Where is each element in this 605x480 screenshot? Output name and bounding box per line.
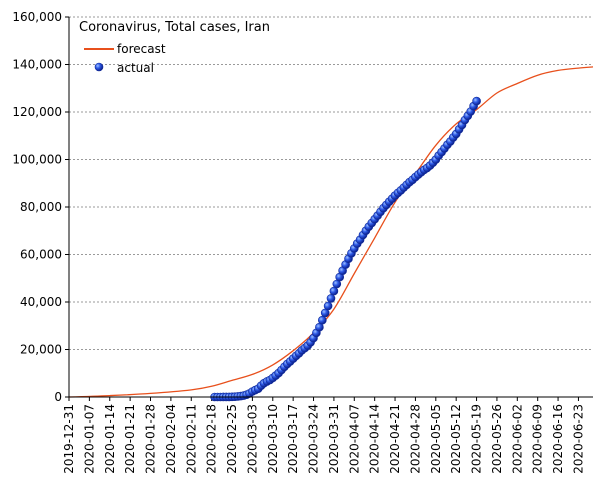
x-tick-label: 2020-02-18 bbox=[205, 404, 219, 474]
x-tick-label: 2020-04-21 bbox=[388, 404, 402, 474]
x-tick-label: 2020-04-14 bbox=[368, 404, 382, 474]
x-tick-label: 2020-01-07 bbox=[82, 404, 96, 474]
y-tick-label: 20,000 bbox=[20, 343, 62, 357]
actual-point bbox=[323, 301, 333, 311]
x-tick-label: 2020-03-31 bbox=[327, 404, 341, 474]
x-tick-label: 2020-04-28 bbox=[408, 404, 422, 474]
y-tick-label: 80,000 bbox=[20, 200, 62, 214]
legend-forecast-label: forecast bbox=[117, 42, 166, 56]
x-tick-label: 2020-05-05 bbox=[429, 404, 443, 474]
x-tick-label: 2020-02-11 bbox=[184, 404, 198, 474]
x-tick-label: 2020-02-04 bbox=[164, 404, 178, 474]
y-axis-ticks: 0 20,000 40,000 60,000 80,000 100,000 120,000 1… bbox=[12, 10, 69, 404]
x-tick-label: 2020-03-10 bbox=[266, 404, 280, 474]
x-tick-label: 2020-03-17 bbox=[286, 404, 300, 474]
y-tick-label: 160,000 bbox=[12, 10, 62, 24]
x-tick-label: 2019-12-31 bbox=[62, 404, 76, 474]
actual-point bbox=[326, 294, 336, 303]
x-tick-label: 2020-06-09 bbox=[531, 404, 545, 474]
y-tick-label: 60,000 bbox=[20, 248, 62, 262]
y-tick-label: 40,000 bbox=[20, 295, 62, 309]
actual-point bbox=[317, 315, 327, 325]
x-tick-label: 2020-04-07 bbox=[347, 404, 361, 474]
x-tick-label: 2020-01-21 bbox=[123, 404, 137, 474]
legend: forecast actual bbox=[84, 42, 166, 75]
legend-actual-swatch bbox=[94, 62, 104, 72]
plot-area bbox=[68, 66, 594, 402]
y-tick-label: 0 bbox=[54, 390, 62, 404]
x-tick-label: 2020-01-28 bbox=[144, 404, 158, 474]
x-tick-label: 2020-05-12 bbox=[449, 404, 463, 474]
x-tick-label: 2020-05-26 bbox=[490, 404, 504, 474]
x-tick-label: 2020-01-14 bbox=[103, 404, 117, 474]
legend-actual-label: actual bbox=[117, 61, 154, 75]
x-tick-label: 2020-03-24 bbox=[307, 404, 321, 474]
x-tick-label: 2020-06-02 bbox=[510, 404, 524, 474]
actual-point bbox=[329, 286, 339, 296]
actual-point bbox=[472, 96, 481, 106]
y-tick-label: 140,000 bbox=[12, 58, 62, 72]
x-tick-label: 2020-06-23 bbox=[571, 404, 585, 474]
x-tick-label: 2020-03-03 bbox=[245, 404, 259, 474]
x-tick-label: 2020-06-16 bbox=[551, 404, 565, 474]
chart-title: Coronavirus, Total cases, Iran bbox=[79, 20, 270, 35]
x-axis-ticks: 2019-12-31 2020-01-07 2020-01-14 2020-01-21… bbox=[62, 397, 585, 474]
x-tick-label: 2020-05-19 bbox=[470, 404, 484, 474]
y-tick-label: 100,000 bbox=[12, 153, 62, 167]
x-tick-label: 2020-02-25 bbox=[225, 404, 239, 474]
y-tick-label: 120,000 bbox=[12, 105, 62, 119]
forecast-line bbox=[68, 66, 594, 398]
